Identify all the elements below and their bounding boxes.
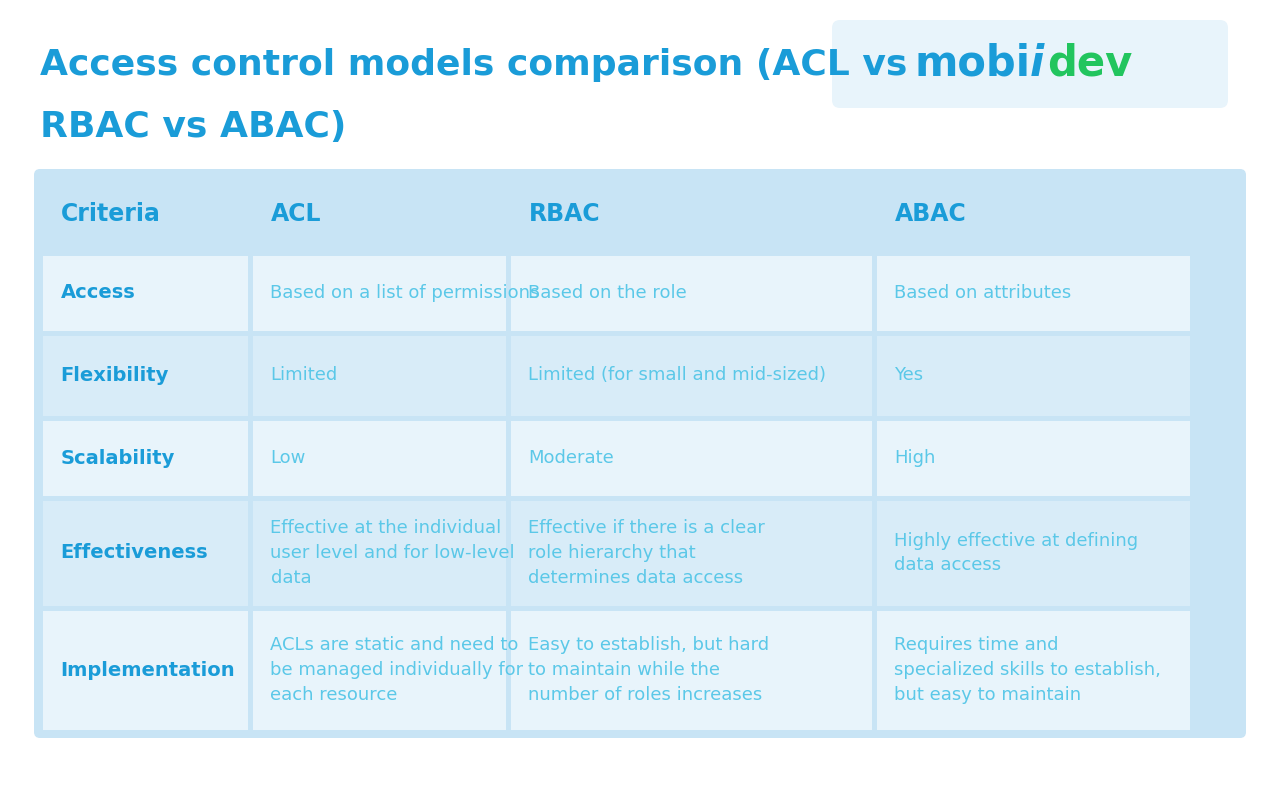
FancyBboxPatch shape xyxy=(511,177,872,250)
FancyBboxPatch shape xyxy=(252,256,506,330)
Text: Limited: Limited xyxy=(270,367,338,384)
FancyBboxPatch shape xyxy=(877,256,1189,330)
Text: ACLs are static and need to
be managed individually for
each resource: ACLs are static and need to be managed i… xyxy=(270,636,524,704)
Text: Moderate: Moderate xyxy=(529,449,614,467)
Text: Access: Access xyxy=(60,284,136,303)
FancyBboxPatch shape xyxy=(42,177,247,250)
FancyBboxPatch shape xyxy=(252,421,506,496)
FancyBboxPatch shape xyxy=(42,421,247,496)
FancyBboxPatch shape xyxy=(42,336,247,416)
FancyBboxPatch shape xyxy=(511,501,872,606)
Text: RBAC: RBAC xyxy=(529,202,600,226)
Text: ACL: ACL xyxy=(270,202,321,226)
Text: Yes: Yes xyxy=(895,367,924,384)
FancyBboxPatch shape xyxy=(877,611,1189,729)
Text: mobi: mobi xyxy=(914,43,1030,85)
FancyBboxPatch shape xyxy=(252,177,506,250)
Text: Requires time and
specialized skills to establish,
but easy to maintain: Requires time and specialized skills to … xyxy=(895,636,1161,704)
FancyBboxPatch shape xyxy=(877,177,1189,250)
FancyBboxPatch shape xyxy=(42,501,247,606)
FancyBboxPatch shape xyxy=(511,336,872,416)
Text: Effective at the individual
user level and for low-level
data: Effective at the individual user level a… xyxy=(270,519,515,587)
FancyBboxPatch shape xyxy=(511,421,872,496)
Text: Scalability: Scalability xyxy=(60,448,175,467)
FancyBboxPatch shape xyxy=(42,611,247,729)
Text: Based on the role: Based on the role xyxy=(529,284,687,302)
Text: Highly effective at defining
data access: Highly effective at defining data access xyxy=(895,531,1139,574)
Text: Implementation: Implementation xyxy=(60,661,236,680)
Text: RBAC vs ABAC): RBAC vs ABAC) xyxy=(40,110,347,144)
FancyBboxPatch shape xyxy=(252,611,506,729)
Text: i: i xyxy=(1030,43,1044,85)
Text: Flexibility: Flexibility xyxy=(60,366,169,385)
FancyBboxPatch shape xyxy=(877,421,1189,496)
FancyBboxPatch shape xyxy=(877,501,1189,606)
Text: Based on a list of permissions: Based on a list of permissions xyxy=(270,284,540,302)
Text: Criteria: Criteria xyxy=(60,202,160,226)
FancyBboxPatch shape xyxy=(42,256,247,330)
Text: Access control models comparison (ACL vs: Access control models comparison (ACL vs xyxy=(40,48,908,82)
FancyBboxPatch shape xyxy=(511,256,872,330)
FancyBboxPatch shape xyxy=(252,336,506,416)
FancyBboxPatch shape xyxy=(35,169,1245,738)
Text: High: High xyxy=(895,449,936,467)
FancyBboxPatch shape xyxy=(252,501,506,606)
Text: Effectiveness: Effectiveness xyxy=(60,543,209,562)
Text: dev: dev xyxy=(1047,43,1133,85)
Text: Based on attributes: Based on attributes xyxy=(895,284,1071,302)
Text: Easy to establish, but hard
to maintain while the
number of roles increases: Easy to establish, but hard to maintain … xyxy=(529,636,769,704)
Text: Limited (for small and mid-sized): Limited (for small and mid-sized) xyxy=(529,367,827,384)
FancyBboxPatch shape xyxy=(877,336,1189,416)
FancyBboxPatch shape xyxy=(511,611,872,729)
FancyBboxPatch shape xyxy=(832,20,1228,108)
Text: Low: Low xyxy=(270,449,306,467)
Text: Effective if there is a clear
role hierarchy that
determines data access: Effective if there is a clear role hiera… xyxy=(529,519,765,587)
Text: ABAC: ABAC xyxy=(895,202,966,226)
